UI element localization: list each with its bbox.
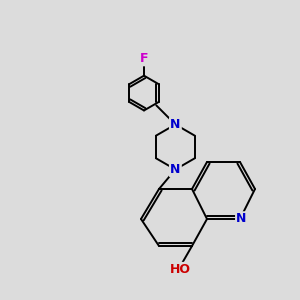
Text: F: F xyxy=(140,52,148,65)
Text: N: N xyxy=(170,163,181,176)
Text: N: N xyxy=(170,118,181,131)
Text: N: N xyxy=(236,212,247,226)
Text: HO: HO xyxy=(169,263,190,276)
